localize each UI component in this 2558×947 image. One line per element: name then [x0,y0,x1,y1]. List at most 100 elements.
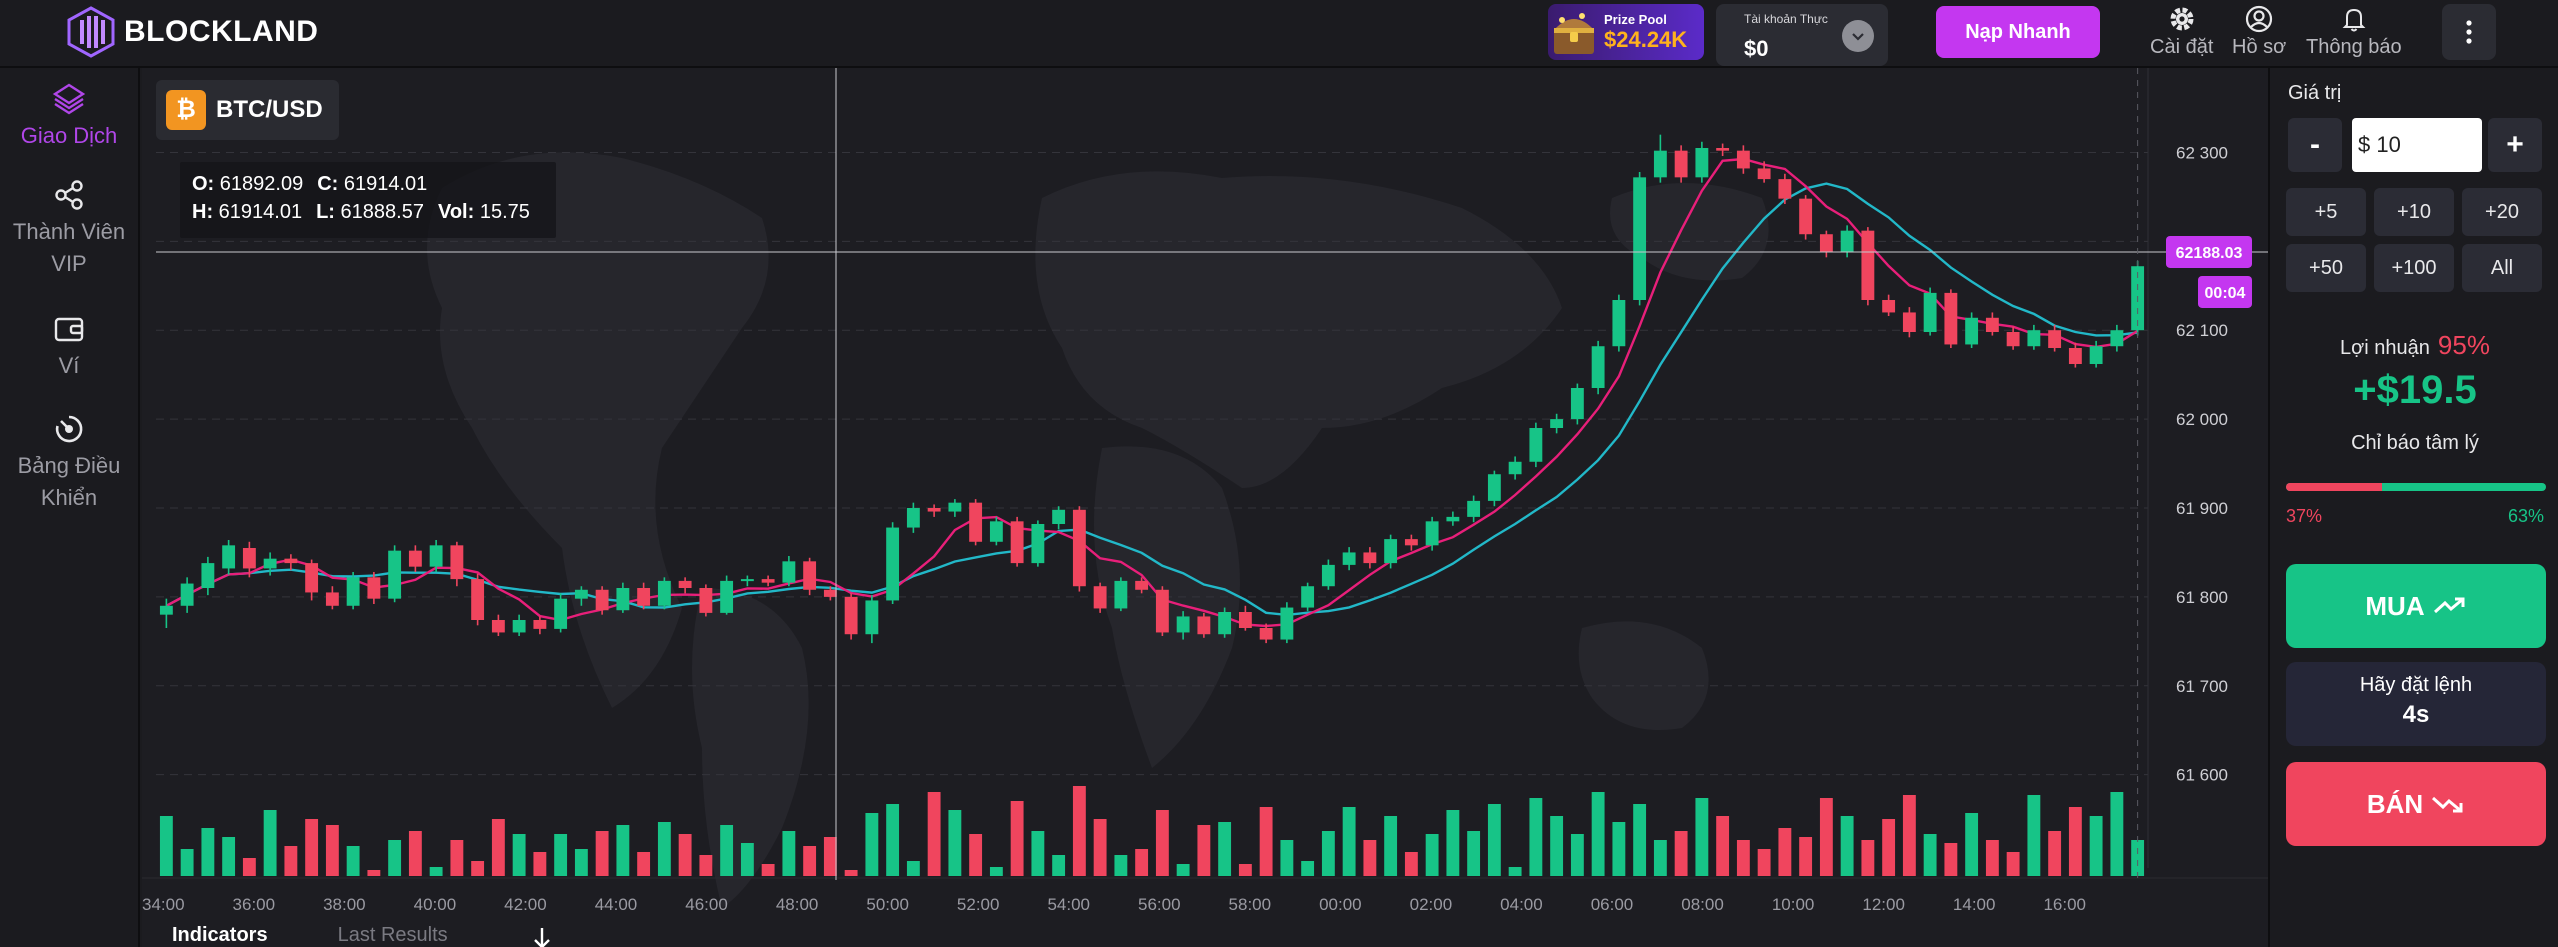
volume-bar [720,825,734,876]
candle [1301,586,1315,608]
tab-last-results[interactable]: Last Results [337,924,448,946]
volume-bar [491,819,505,876]
time-axis-label: 40:00 [414,895,457,914]
wallet-icon [54,317,84,342]
volume-bar [1259,807,1273,876]
candle [2110,330,2124,347]
volume-bar [844,870,858,876]
candle [720,580,734,613]
price-axis-label: 61 700 [2176,677,2228,696]
buy-button[interactable]: MUA [2286,564,2546,648]
time-axis-label: 00:00 [1319,895,1362,914]
quick-deposit-button[interactable]: Nạp Nhanh [1936,6,2100,58]
symbol-selector[interactable]: ₿ BTC/USD [156,80,339,140]
chevron-down-icon[interactable] [1842,20,1874,52]
candle [1965,317,1979,345]
volume-bar [1072,786,1086,876]
candle [1529,428,1543,462]
candle [222,545,236,569]
candle [1799,198,1813,235]
candle [657,580,671,606]
tab-indicators[interactable]: Indicators [172,924,268,946]
volume-bar [180,849,194,876]
ohlc-volume: Vol: 15.75 [437,201,530,223]
nav-notifications[interactable]: Thông báo [2306,4,2402,59]
sidebar-item-wallet[interactable]: Ví [0,312,138,382]
time-axis-label: 56:00 [1138,895,1181,914]
quick-amount-5[interactable]: +5 [2286,188,2366,236]
volume-bar [1384,816,1398,876]
volume-bar [1840,816,1854,876]
candle [201,563,215,588]
moving-averages [165,157,2139,628]
candle [1404,539,1418,546]
buy-button-label: MUA [2365,590,2425,621]
volume-bar [450,840,464,876]
volume-bar [1321,831,1335,876]
sidebar-item-dashboard[interactable]: Bảng Điều Khiển [0,412,138,514]
candle [1384,539,1398,564]
volume-bar [1301,861,1315,876]
quick-amount-all[interactable]: All [2462,244,2542,292]
prize-pool[interactable]: Prize Pool $24.24K [1548,4,1704,60]
nav-profile[interactable]: Hồ sơ [2232,4,2286,59]
volume-bar [263,810,277,876]
candle [1363,552,1377,564]
volume-bar [1487,804,1501,876]
quick-amount-100[interactable]: +100 [2374,244,2454,292]
candle [1114,580,1128,609]
more-menu-button[interactable] [2442,4,2496,60]
candle [699,588,713,613]
amount-label: Giá trị [2288,82,2342,104]
increase-amount-button[interactable]: + [2488,118,2542,172]
candle [616,588,630,611]
quick-amount-10[interactable]: +10 [2374,188,2454,236]
candle [1259,628,1273,640]
trend-up-icon [2433,597,2465,614]
profit-label: Lợi nhuận [2340,337,2430,359]
nav-settings[interactable]: Cài đặt [2150,4,2213,59]
account-selector[interactable]: Tài khoản Thực $0 [1716,4,1888,66]
candle [305,563,319,593]
time-axis-label: 36:00 [233,895,276,914]
candle [2068,348,2082,364]
candle [408,550,422,567]
amount-input[interactable] [2352,118,2482,172]
volume-bar [1550,816,1564,876]
quick-amount-20[interactable]: +20 [2462,188,2542,236]
volume-bar [1633,804,1647,876]
time-axis-label: 46:00 [685,895,728,914]
volume-bar [1093,819,1107,876]
candle [1425,521,1439,546]
volume-bar [969,834,983,876]
candle [429,545,443,567]
candle [1674,150,1688,178]
arrow-down-icon[interactable] [530,926,554,947]
candle [1176,616,1190,633]
logo[interactable]: BLOCKLAND [66,6,318,58]
candle [1923,292,1937,332]
order-timer: Hãy đặt lệnh 4s [2286,662,2546,746]
sell-button[interactable]: BÁN [2286,762,2546,846]
price-axis-label: 62 000 [2176,410,2228,429]
decrease-amount-button[interactable]: - [2288,118,2342,172]
volume-bar [1114,855,1128,876]
trend-down-icon [2432,796,2463,813]
sidebar-item-vip[interactable]: Thành Viên VIP [0,178,138,280]
bottom-tabs: Indicators Last Results [172,924,448,947]
candle [284,558,298,564]
time-axis-label: 14:00 [1953,895,1996,914]
volume-bar [1923,834,1937,876]
candle [1591,346,1605,388]
candle [1716,148,1730,151]
volume-bar [346,846,360,876]
symbol-name: BTC/USD [216,96,323,123]
volume-bar [574,849,588,876]
quick-amount-50[interactable]: +50 [2286,244,2366,292]
sidebar-item-trade[interactable]: Giao Dịch [0,82,138,152]
volume-bar [1404,852,1418,876]
volume-bar [637,852,651,876]
volume-bar [2068,807,2082,876]
